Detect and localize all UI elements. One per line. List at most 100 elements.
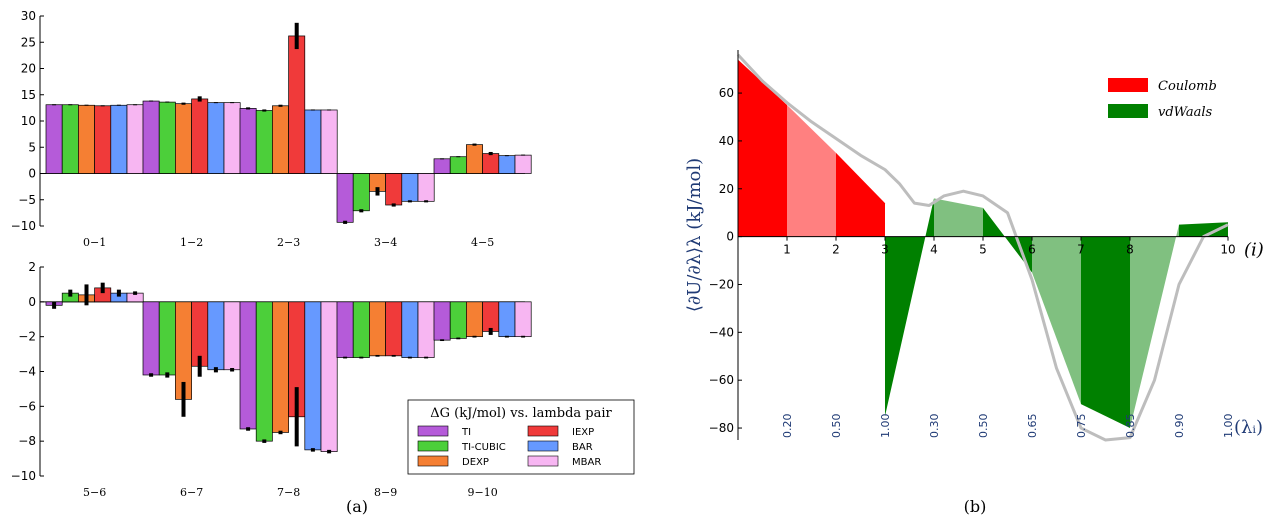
bar [288,35,306,174]
lambda-tick-label: 0.75 [1075,414,1088,439]
bar [78,104,95,174]
category-label: 4−5 [471,236,494,249]
bar [239,108,257,174]
category-label: 8−9 [374,486,397,499]
y-tick-label: 20 [719,182,734,196]
bar [126,104,144,174]
bar [352,173,370,212]
lambda-tick-label: 0.90 [1173,414,1186,439]
legend-swatch [417,440,449,452]
state-index-label: 7 [1077,243,1085,257]
lambda-tick-label: 1.00 [879,414,892,439]
y-tick-label: −80 [709,421,734,435]
bar [255,301,273,442]
bar [417,173,435,202]
y-tick-label: 30 [21,9,36,23]
bar [158,101,176,174]
category-label: 5−6 [83,486,106,499]
bar [369,301,386,357]
caption-b: (b) [964,497,987,516]
state-index-label: 4 [930,243,938,257]
panel-a-bottom-chart: 2 0 −2 −4 −6 −8 −10 5−6 6−7 7−8 8−9 9−10 [11,260,532,499]
state-index-label: 5 [979,243,987,257]
legend-label: MBAR [572,457,601,468]
y-tick-label: 10 [21,114,36,128]
legend-swatch [1108,78,1148,92]
y-tick-label: −5 [18,193,36,207]
legend-swatch [1108,104,1148,118]
y-tick-label: −8 [18,434,36,448]
category-label: 3−4 [374,236,397,249]
y-tick-label: −4 [18,365,36,379]
bar [255,110,273,174]
bar [514,154,532,174]
y-tick-label: 0 [726,230,734,244]
y-tick-label: −2 [18,330,36,344]
y-tick-label: −20 [709,277,734,291]
legend-title: ΔG (kJ/mol) vs. lambda pair [430,406,612,421]
bar [320,301,338,452]
legend-swatch [417,455,449,467]
state-index-label: 10 [1220,243,1235,257]
bar [417,301,435,358]
lambda-tick-label: 0.20 [781,414,794,439]
y-tick-label: −10 [11,469,36,483]
bar [272,301,289,433]
area-segment [1130,224,1179,429]
area-segment [885,198,934,417]
area-segment [738,59,787,237]
state-index-label: 6 [1028,243,1036,257]
bar [142,301,160,376]
panel-a-top-chart: 30 25 20 15 10 5 0 −5 −10 0−1 1−2 2−3 3−4 4−5 [11,9,532,249]
state-index-label: 3 [881,243,889,257]
category-label: 2−3 [277,236,300,249]
category-label: 0−1 [83,236,106,249]
bar [45,104,63,174]
y-tick-label: −60 [709,373,734,387]
area-segment [983,207,1032,273]
bar [207,102,225,174]
state-index-axis-label: (i) [1244,240,1264,261]
legend-label: DEXP [462,457,489,468]
bar [239,301,257,430]
bar [94,105,112,174]
y-tick-label: 40 [719,134,734,148]
y-tick-label: −6 [18,399,36,413]
legend-label: Coulomb [1158,79,1217,94]
category-label: 9−10 [467,486,497,499]
bar [272,105,289,174]
y-tick-label: 60 [719,86,734,100]
bar [304,301,322,451]
legend-swatch [417,425,449,437]
bar [482,301,500,332]
lambda-tick-label: 0.30 [928,414,941,439]
y-tick-label: −10 [11,219,36,233]
state-index-label: 2 [832,243,840,257]
bar [336,173,354,223]
bar [142,100,160,174]
bar [466,301,483,338]
bar [191,98,209,174]
caption-a: (a) [346,497,368,516]
y-tick-label: 0 [28,167,36,181]
bar [498,301,516,338]
bar [304,109,322,174]
bar [449,156,467,174]
integrand-curve [736,53,1229,442]
area-segment [1179,222,1228,237]
category-label: 1−2 [180,236,203,249]
bar [433,158,451,174]
area-segment [836,152,885,237]
area-segment [1032,236,1081,405]
bar [223,102,241,174]
state-index-label: 1 [783,243,791,257]
lambda-tick-label: 0.65 [1026,414,1039,439]
y-tick-label: 2 [28,260,36,274]
bar [514,301,532,338]
legend-swatch [527,455,559,467]
bar [320,109,338,174]
bar [207,301,225,371]
bar [110,104,128,174]
bar [175,103,192,174]
